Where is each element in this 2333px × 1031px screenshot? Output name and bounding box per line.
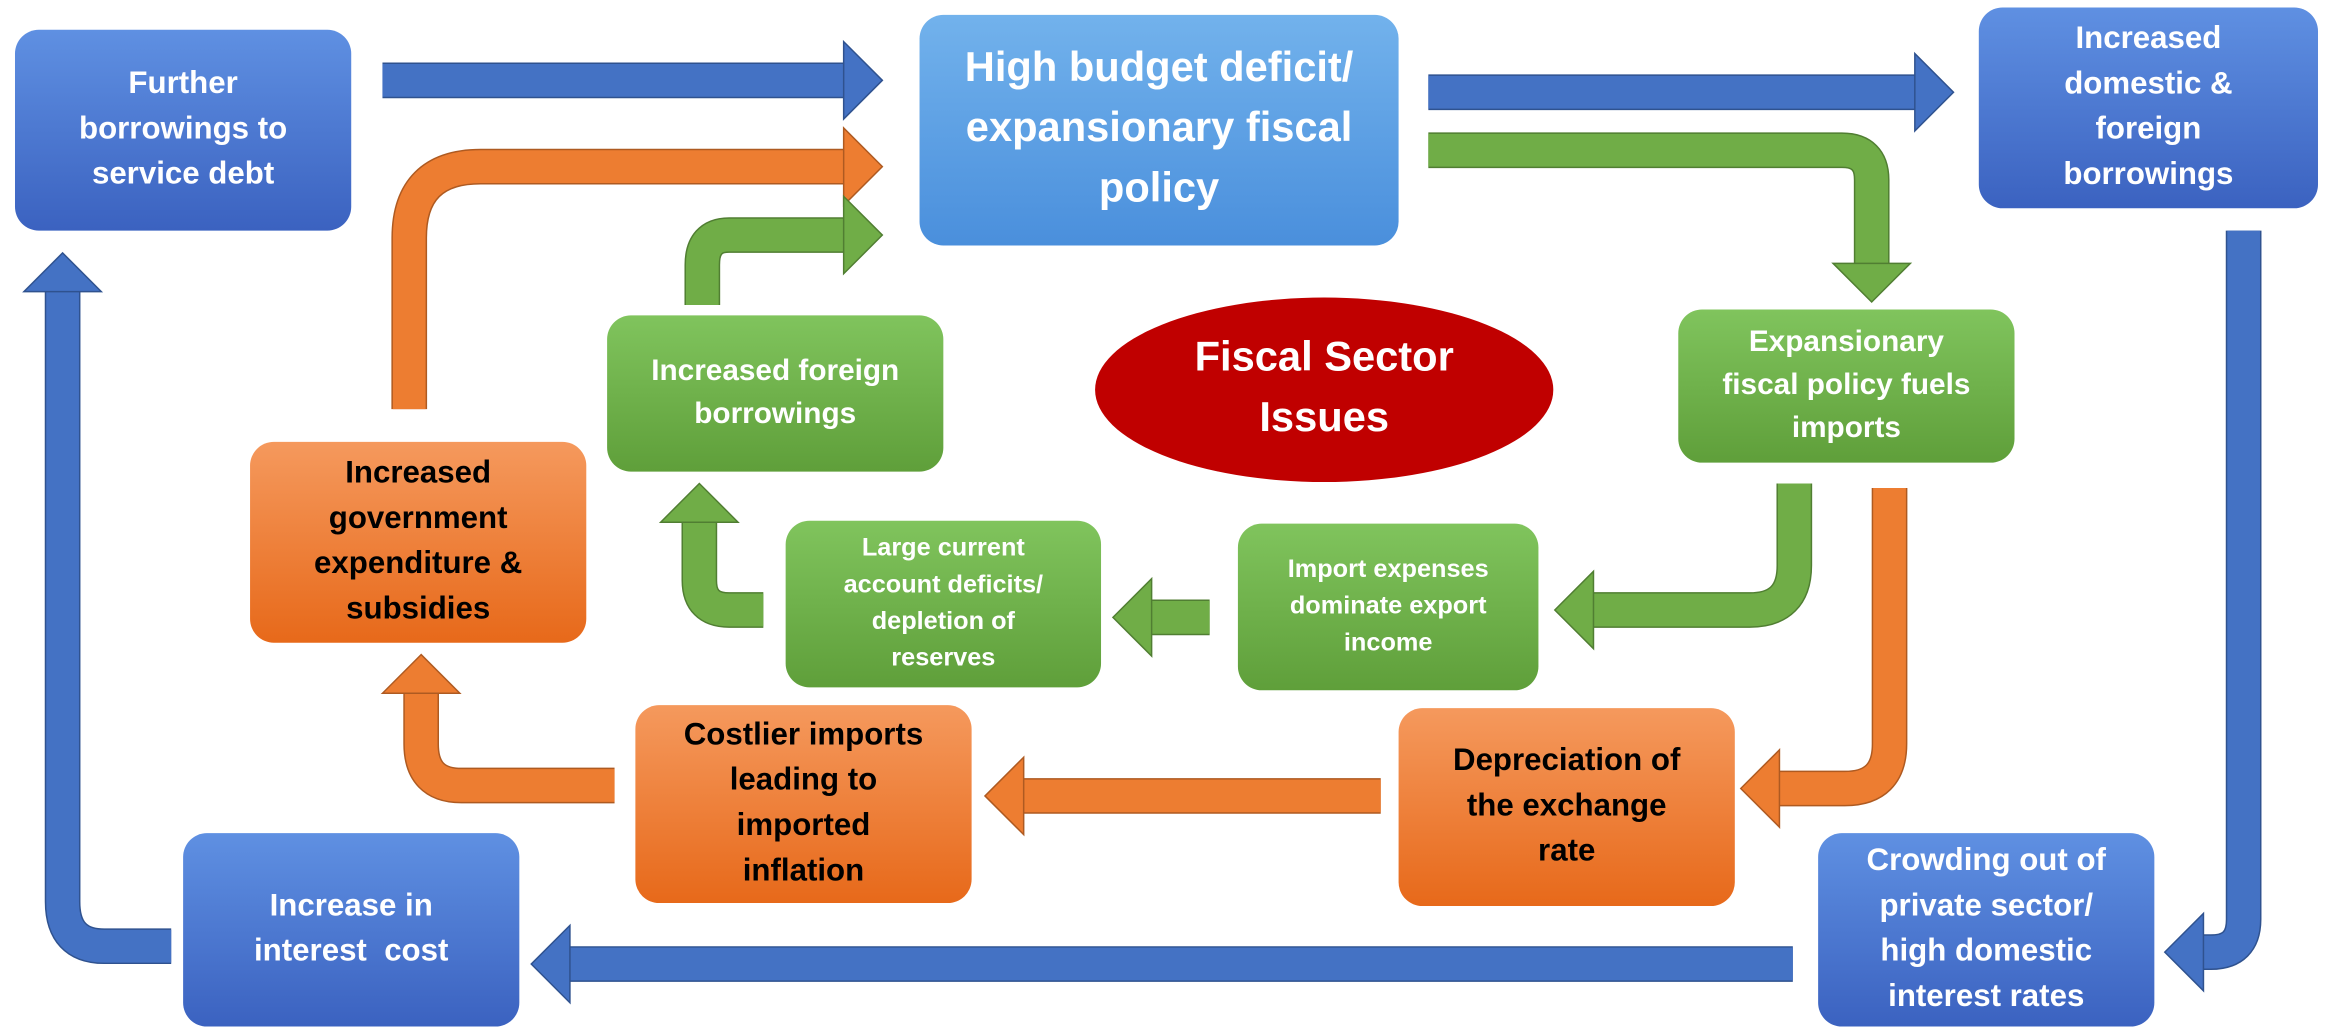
arrow-body [2201, 230, 2260, 969]
arrow-head [983, 755, 1025, 837]
node-label: service debt [92, 156, 275, 191]
node-label: government [329, 500, 508, 535]
node-label: Large current [862, 534, 1026, 562]
arrow-head [842, 194, 884, 276]
node-box [14, 29, 352, 231]
arrow-head [658, 482, 740, 523]
node-box [1978, 7, 2319, 209]
arrow-head [842, 39, 884, 121]
node-label: Further [128, 65, 237, 100]
node-label: borrowings to [79, 110, 287, 145]
node-label: foreign [2095, 111, 2201, 146]
node-box [250, 441, 587, 643]
arrow-body [1777, 487, 1906, 805]
node-label: rate [1538, 833, 1595, 868]
node-label: imported [737, 807, 871, 842]
node-label: Costlier imports [684, 716, 924, 751]
node-box [607, 315, 944, 472]
arrow-body [46, 290, 172, 963]
node-label: Issues [1259, 393, 1389, 440]
arrow-head [1914, 51, 1955, 133]
node-label: imports [1792, 411, 1901, 444]
node-box [183, 833, 520, 1027]
arrow-head [2163, 911, 2205, 993]
arrow-head [1111, 576, 1153, 658]
arrow-body [404, 691, 615, 802]
node-label: depletion of [872, 607, 1016, 635]
node-box [785, 520, 1102, 688]
arrow-head [842, 126, 884, 208]
node-label: reserves [891, 644, 995, 672]
node-label: fiscal policy fuels [1722, 368, 1970, 401]
node-label: Increased foreign [651, 354, 899, 387]
node-box [1678, 309, 2015, 463]
node-label: Depreciation of [1453, 742, 1681, 777]
node-box [1398, 708, 1735, 907]
arrow-head [1831, 262, 1913, 304]
node-label: Expansionary [1749, 325, 1945, 358]
arrow-head [380, 653, 462, 695]
arrow-head [22, 251, 104, 293]
node-label: expansionary fiscal [966, 103, 1353, 150]
node-label: private sector/ [1879, 887, 2093, 922]
arrow-body [685, 218, 846, 305]
arrow-head [1739, 748, 1781, 829]
arrow-body [392, 150, 846, 410]
node-label: inflation [743, 852, 864, 887]
node-label: income [1344, 628, 1433, 656]
node-label: subsidies [346, 590, 490, 625]
node-label: Increased [2075, 20, 2221, 55]
node-label: Crowding out of [1867, 842, 2107, 877]
arrow-head [1553, 569, 1595, 651]
node-label: High budget deficit/ [965, 43, 1354, 90]
node-label: high domestic [1880, 933, 2092, 968]
node-box [1237, 523, 1539, 691]
node-label: dominate export [1290, 592, 1487, 620]
node-label: policy [1099, 164, 1219, 211]
node-label: borrowings [694, 397, 856, 430]
issue-ellipse [1095, 297, 1554, 483]
node-label: Import expenses [1288, 555, 1489, 583]
node-label: leading to [730, 762, 877, 797]
arrow-body [1428, 133, 1889, 265]
node-label: interest rates [1888, 978, 2084, 1013]
arrow-body [1591, 483, 1811, 627]
node-label: the exchange [1467, 787, 1667, 822]
node-label: Increase in [270, 887, 433, 922]
node-box [919, 14, 1399, 246]
arrow-body [682, 520, 764, 627]
node-box [635, 705, 972, 904]
node-label: expenditure & [314, 545, 522, 580]
node-label: Increased [345, 455, 491, 490]
node-label: interest cost [254, 933, 449, 968]
arrow-outline [1428, 132, 1890, 265]
node-label: Fiscal Sector [1195, 333, 1454, 380]
node-box [1818, 833, 2155, 1027]
arrow-outline [1591, 483, 1813, 628]
node-label: domestic & [2064, 65, 2232, 100]
arrow-head [530, 923, 571, 1005]
node-label: borrowings [2063, 156, 2233, 191]
node-label: account deficits/ [844, 570, 1043, 598]
